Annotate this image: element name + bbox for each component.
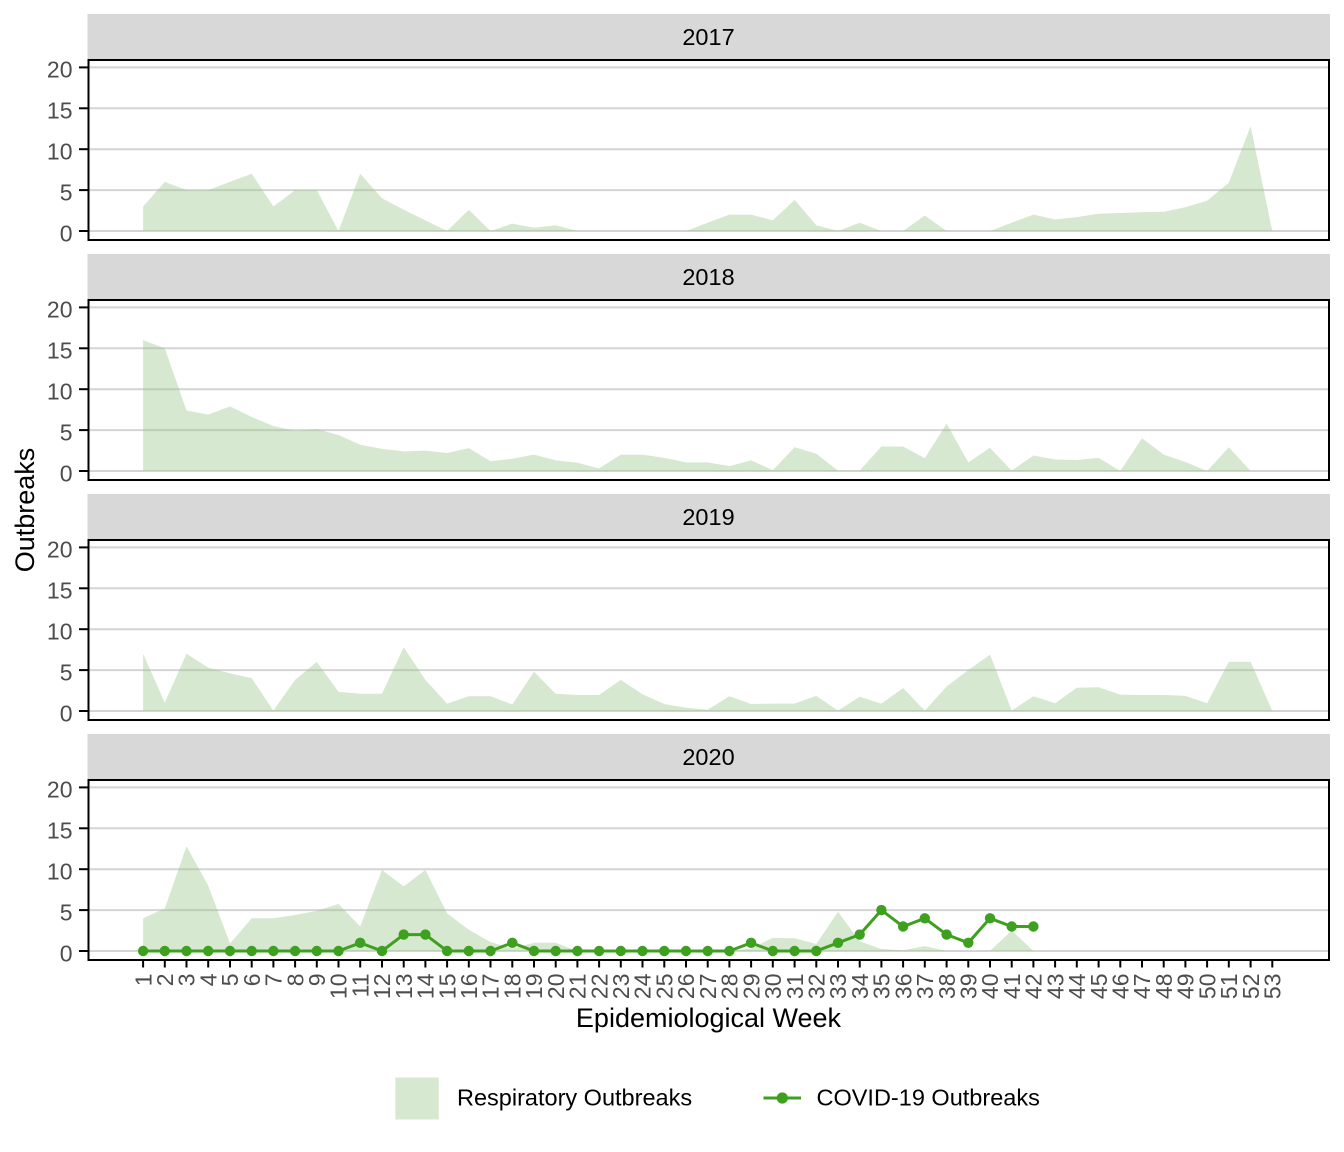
svg-text:5: 5: [60, 659, 73, 685]
svg-text:22: 22: [586, 974, 612, 1000]
svg-text:2019: 2019: [682, 504, 734, 530]
svg-text:32: 32: [804, 974, 830, 1000]
svg-text:10: 10: [47, 619, 73, 645]
svg-text:2018: 2018: [682, 264, 734, 290]
svg-text:11: 11: [347, 974, 373, 998]
svg-text:Respiratory Outbreaks: Respiratory Outbreaks: [457, 1085, 692, 1111]
svg-text:19: 19: [521, 974, 547, 1000]
svg-text:49: 49: [1173, 974, 1199, 1000]
svg-text:15: 15: [47, 578, 73, 604]
svg-text:0: 0: [60, 220, 73, 246]
svg-text:26: 26: [673, 974, 699, 1000]
svg-text:45: 45: [1086, 974, 1112, 1000]
svg-text:2020: 2020: [682, 744, 734, 770]
svg-text:10: 10: [47, 379, 73, 405]
svg-text:27: 27: [695, 974, 721, 1000]
svg-text:5: 5: [60, 179, 73, 205]
svg-text:16: 16: [456, 974, 482, 1000]
svg-text:23: 23: [608, 974, 634, 1000]
svg-text:53: 53: [1260, 974, 1286, 1000]
svg-text:51: 51: [1216, 974, 1242, 1000]
svg-text:8: 8: [282, 974, 308, 987]
svg-text:13: 13: [391, 974, 417, 1000]
svg-text:0: 0: [60, 940, 73, 966]
svg-text:47: 47: [1129, 974, 1155, 1000]
svg-text:52: 52: [1238, 974, 1264, 1000]
svg-text:14: 14: [413, 973, 439, 999]
svg-text:37: 37: [912, 974, 938, 1000]
svg-text:25: 25: [652, 974, 678, 1000]
svg-text:Outbreaks: Outbreaks: [10, 448, 40, 573]
svg-text:42: 42: [1021, 974, 1047, 1000]
svg-text:41: 41: [999, 974, 1025, 1000]
svg-text:39: 39: [956, 974, 982, 1000]
svg-text:44: 44: [1064, 973, 1090, 999]
svg-text:5: 5: [217, 974, 243, 987]
svg-text:15: 15: [47, 98, 73, 124]
svg-text:15: 15: [434, 974, 460, 1000]
svg-text:4: 4: [195, 973, 221, 986]
svg-text:15: 15: [47, 338, 73, 364]
svg-text:20: 20: [543, 974, 569, 1000]
svg-text:0: 0: [60, 460, 73, 486]
svg-text:7: 7: [261, 974, 287, 987]
svg-text:18: 18: [500, 974, 526, 1000]
svg-text:15: 15: [47, 818, 73, 844]
svg-text:2017: 2017: [682, 24, 734, 50]
svg-text:20: 20: [47, 537, 73, 563]
svg-text:38: 38: [934, 974, 960, 1000]
svg-text:46: 46: [1108, 974, 1134, 1000]
svg-text:12: 12: [369, 974, 395, 1000]
svg-text:17: 17: [478, 974, 504, 1000]
svg-text:0: 0: [60, 700, 73, 726]
svg-text:43: 43: [1042, 974, 1068, 1000]
svg-text:40: 40: [977, 974, 1003, 1000]
svg-text:50: 50: [1194, 974, 1220, 1000]
svg-text:Epidemiological Week: Epidemiological Week: [576, 1003, 842, 1033]
svg-text:48: 48: [1151, 974, 1177, 1000]
svg-text:33: 33: [825, 974, 851, 1000]
svg-text:10: 10: [47, 859, 73, 885]
svg-text:9: 9: [304, 974, 330, 987]
svg-text:28: 28: [717, 974, 743, 1000]
svg-text:29: 29: [738, 974, 764, 1000]
svg-text:20: 20: [47, 57, 73, 83]
svg-text:24: 24: [630, 973, 656, 999]
svg-text:31: 31: [782, 974, 808, 1000]
svg-text:COVID-19 Outbreaks: COVID-19 Outbreaks: [817, 1085, 1040, 1111]
svg-text:20: 20: [47, 297, 73, 323]
svg-text:10: 10: [326, 974, 352, 1000]
svg-text:2: 2: [152, 974, 178, 987]
svg-text:6: 6: [239, 974, 265, 987]
svg-text:21: 21: [565, 974, 591, 1000]
svg-text:36: 36: [890, 974, 916, 1000]
svg-text:1: 1: [130, 974, 156, 987]
svg-text:3: 3: [174, 974, 200, 987]
svg-text:35: 35: [869, 974, 895, 1000]
svg-text:30: 30: [760, 974, 786, 1000]
svg-text:20: 20: [47, 777, 73, 803]
svg-text:10: 10: [47, 139, 73, 165]
svg-text:34: 34: [847, 973, 873, 999]
svg-text:5: 5: [60, 899, 73, 925]
svg-text:5: 5: [60, 419, 73, 445]
